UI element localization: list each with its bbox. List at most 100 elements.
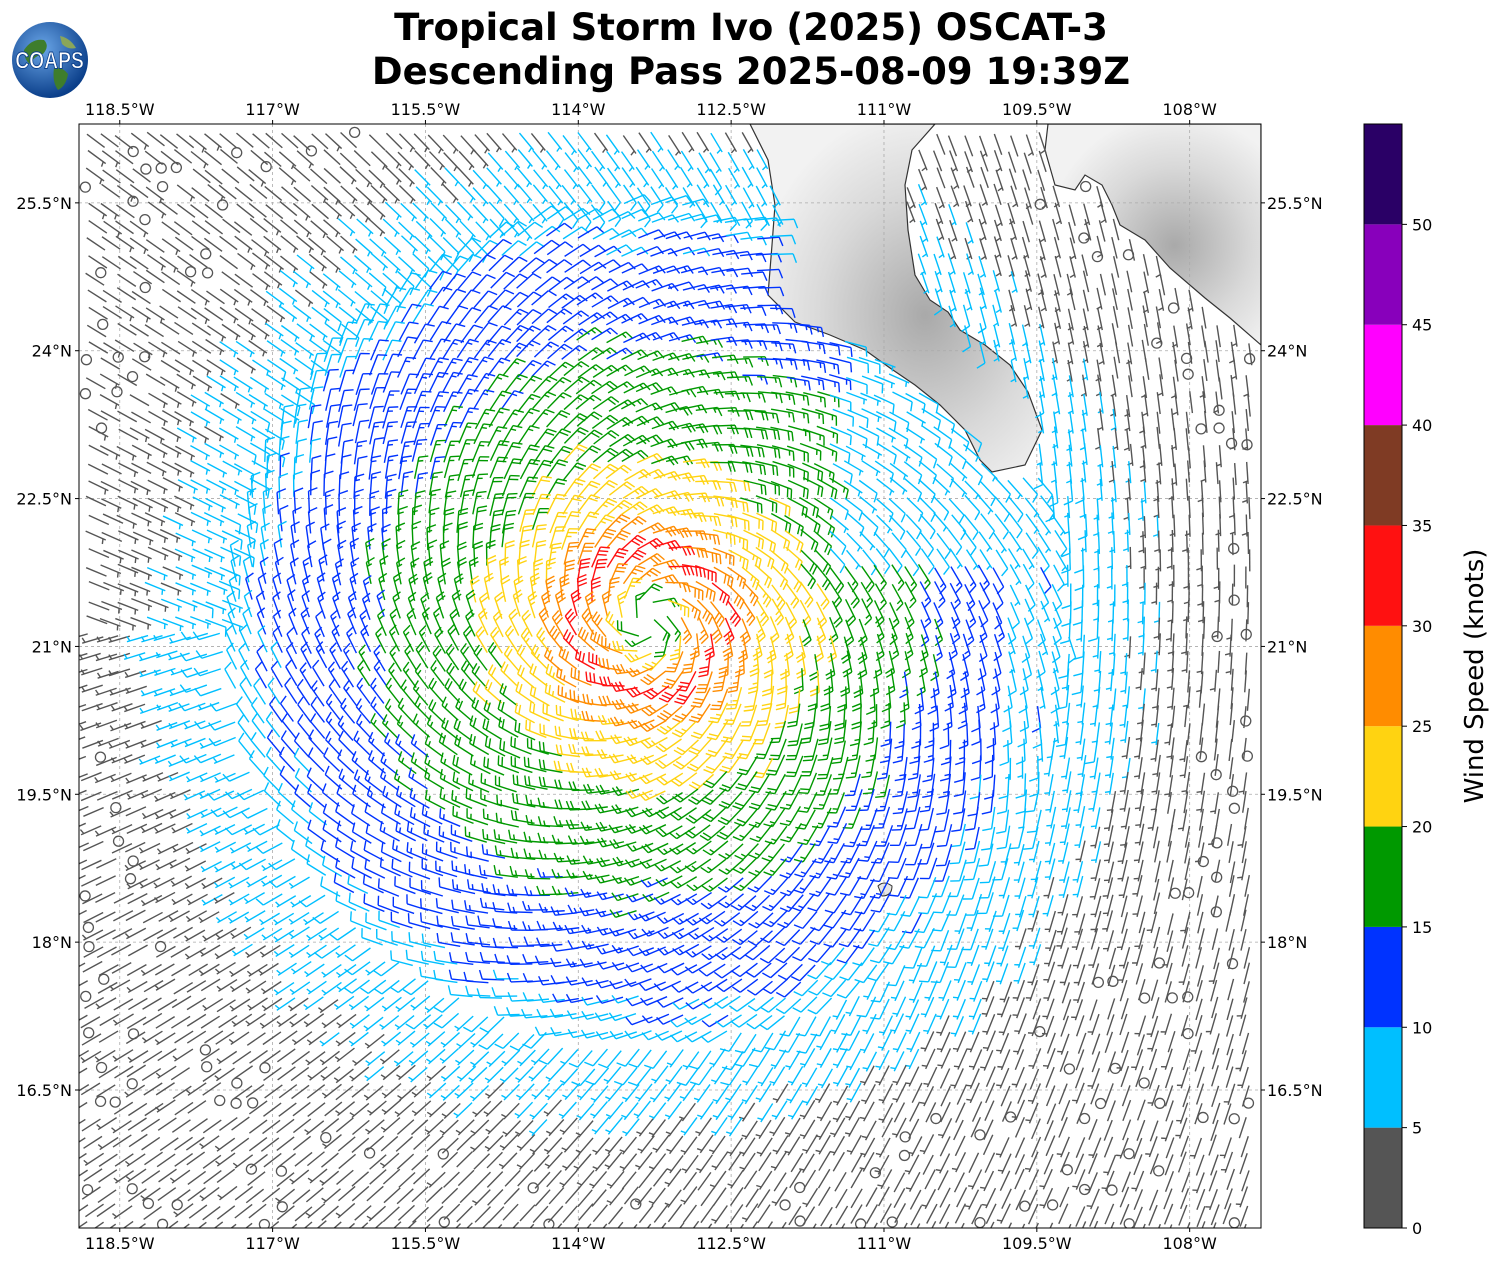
colorbar-bin: [1364, 224, 1402, 325]
wind-barb: [385, 132, 403, 150]
wind-barb: [249, 217, 268, 233]
wind-barb: [978, 203, 987, 226]
wind-barb: [426, 186, 444, 206]
wind-barb: [936, 167, 946, 189]
lon-tick-label: 109.5°W: [1002, 100, 1072, 119]
wind-barb: [918, 149, 928, 172]
wind-barb: [265, 132, 283, 149]
wind-barb: [428, 151, 446, 171]
wind-barb: [368, 134, 386, 151]
wind-barb: [577, 149, 593, 170]
wind-barb: [192, 168, 211, 184]
wind-barb: [442, 183, 459, 203]
wind-barb: [517, 149, 533, 169]
wind-barb: [679, 166, 693, 188]
lon-tick-label: 112.5°W: [696, 1234, 766, 1253]
lat-tick-label: 16.5°N: [1267, 1081, 1323, 1100]
wind-barb: [382, 218, 400, 238]
wind-barb: [605, 134, 620, 155]
wind-barb: [606, 150, 621, 172]
wind-barb: [932, 150, 943, 172]
wind-barb: [190, 204, 209, 219]
wind-barb: [755, 185, 768, 207]
wind-barb: [176, 203, 196, 218]
colorbar-tick-label: 50: [1412, 215, 1432, 234]
wind-barb: [115, 150, 134, 165]
wind-barb: [457, 167, 474, 187]
wind-barb: [935, 186, 945, 209]
wind-barb: [532, 149, 548, 170]
wind-barb: [260, 160, 272, 173]
wind-barb: [564, 152, 580, 173]
wind-barb: [1217, 529, 1220, 552]
wind-barb: [621, 208, 649, 220]
wind-barb: [190, 150, 209, 169]
wind-barb: [279, 200, 298, 217]
wind-barb: [114, 134, 134, 150]
wind-barb: [129, 220, 149, 238]
wind-barb: [979, 150, 989, 172]
wind-barb: [278, 151, 297, 170]
wind-barb: [606, 167, 622, 189]
wind-barb: [88, 219, 108, 234]
land-mainland-mexico: [1044, 124, 1261, 346]
wind-barb: [127, 195, 139, 207]
wind-barb: [530, 132, 546, 153]
wind-barb: [264, 151, 282, 168]
colorbar-bin: [1364, 525, 1402, 626]
wind-barb: [221, 168, 240, 184]
wind-barb: [323, 149, 341, 166]
wind-barb: [460, 135, 477, 155]
wind-barb: [727, 151, 740, 174]
wind-barb: [340, 185, 358, 204]
wind-barb: [772, 218, 799, 229]
lat-tick-label: 24°N: [1267, 342, 1307, 361]
wind-barb: [127, 145, 139, 158]
wind-barb: [1010, 135, 1019, 157]
wind-barb: [622, 135, 637, 156]
wind-barb: [682, 198, 710, 208]
wind-barb: [1201, 512, 1205, 535]
wind-barb: [176, 133, 195, 149]
wind-barb: [472, 169, 489, 190]
lat-tick-label: 21°N: [32, 637, 72, 656]
wind-barb: [292, 202, 311, 221]
wind-barb: [548, 185, 564, 206]
wind-barb: [1037, 169, 1046, 192]
wind-barb: [355, 168, 373, 188]
wind-barb: [248, 202, 267, 218]
wind-barb: [412, 202, 429, 222]
wind-barb: [1203, 616, 1206, 639]
colorbar-label: Wind Speed (knots): [1460, 549, 1490, 804]
wind-barb: [1201, 532, 1204, 555]
wind-barb: [116, 204, 135, 219]
wind-barb: [234, 186, 253, 202]
wind-barb: [305, 145, 318, 157]
wind-barb: [516, 167, 533, 188]
wind-barb: [591, 184, 606, 211]
plot-background: [79, 124, 1261, 1228]
wind-barb: [139, 213, 151, 226]
wind-barb: [577, 132, 592, 153]
wind-barb: [504, 150, 521, 171]
wind-barb: [337, 200, 356, 220]
wind-barb: [156, 180, 169, 193]
lon-tick-label: 108°W: [1162, 100, 1217, 119]
wind-barb: [398, 184, 416, 204]
wind-barb: [115, 220, 134, 235]
wind-barb: [594, 166, 609, 187]
wind-barb: [356, 218, 374, 237]
wind-barb: [444, 218, 462, 238]
lon-tick-label: 117°W: [245, 1234, 300, 1253]
colorbar-tick-label: 15: [1412, 918, 1432, 937]
lat-tick-label: 25.5°N: [1267, 194, 1323, 213]
wind-barb: [545, 150, 561, 171]
wind-barb: [533, 205, 560, 220]
wind-barb: [1068, 204, 1076, 227]
wind-barb: [368, 169, 386, 189]
wind-barb: [348, 126, 361, 139]
wind-barb: [667, 149, 681, 171]
wind-barb: [249, 183, 268, 199]
wind-barb: [472, 187, 489, 207]
